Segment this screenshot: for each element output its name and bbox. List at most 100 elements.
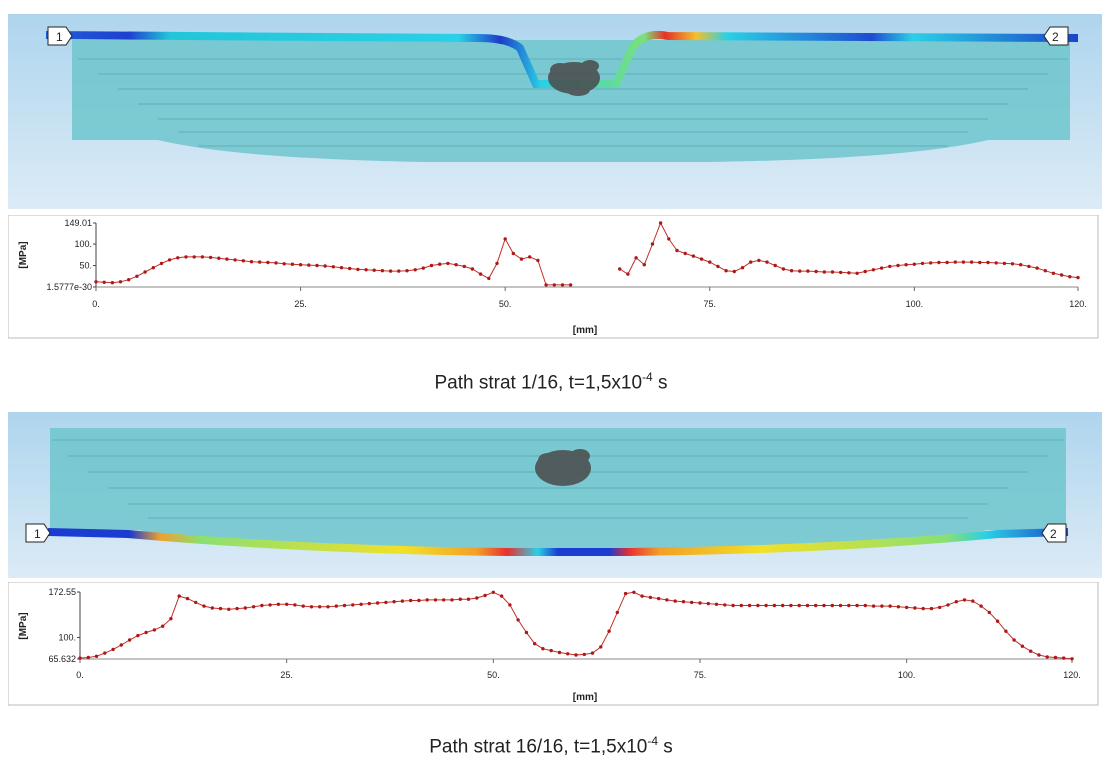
data-point: [466, 597, 471, 601]
data-point: [161, 624, 165, 628]
data-point: [706, 601, 710, 606]
data-point: [405, 269, 409, 273]
data-point: [307, 263, 311, 267]
data-point: [871, 268, 876, 272]
data-point: [511, 251, 515, 256]
data-point: [86, 655, 91, 660]
path-start-marker: 1: [47, 26, 73, 46]
data-point: [634, 256, 638, 260]
data-point: [260, 603, 264, 608]
data-point: [372, 268, 376, 272]
data-point: [491, 590, 495, 594]
data-point: [388, 269, 393, 273]
data-point: [218, 606, 223, 611]
data-point: [648, 595, 653, 600]
data-point: [855, 271, 859, 275]
data-point: [1043, 269, 1048, 273]
data-point: [568, 283, 573, 287]
data-point: [425, 598, 429, 602]
data-point: [323, 264, 327, 268]
data-point: [986, 260, 990, 265]
data-point: [979, 604, 983, 608]
data-point: [757, 258, 761, 263]
data-point: [574, 653, 578, 657]
chart-frame: [8, 582, 1099, 706]
data-point: [880, 604, 884, 608]
data-point: [348, 266, 352, 271]
data-point: [714, 602, 719, 606]
y-tick-label: 172.55: [48, 587, 76, 597]
stress-chart-top: [MPa] [mm] 1.5777e-30 50. 100. 149.01 0. 25. 5…: [8, 215, 1099, 339]
data-point: [667, 237, 671, 241]
data-point: [913, 606, 917, 610]
data-point: [528, 255, 532, 259]
data-point: [309, 605, 314, 609]
data-point: [210, 606, 214, 610]
data-point: [781, 603, 785, 608]
data-point: [208, 255, 213, 260]
data-point: [740, 266, 745, 270]
data-point: [945, 260, 949, 265]
x-tick-label: 50.: [499, 299, 512, 309]
data-point: [749, 260, 753, 264]
plate-body: [50, 428, 1066, 554]
data-point: [969, 260, 974, 264]
data-point: [151, 266, 155, 270]
data-point: [797, 603, 801, 608]
data-point: [235, 606, 239, 611]
data-point: [830, 603, 834, 608]
debris-cluster: [535, 449, 591, 486]
data-point: [397, 269, 401, 273]
data-point: [217, 256, 221, 260]
data-point: [871, 604, 876, 608]
x-tick-label: 120.: [1069, 299, 1087, 309]
data-point: [665, 598, 669, 602]
data-point: [438, 262, 442, 266]
data-point: [258, 260, 262, 264]
data-point: [690, 600, 694, 605]
data-point: [863, 269, 867, 274]
data-point: [375, 601, 380, 605]
data-point: [176, 256, 180, 260]
data-point: [169, 617, 173, 621]
svg-text:1: 1: [56, 30, 63, 44]
data-point: [912, 262, 916, 266]
data-point: [863, 603, 867, 608]
data-point: [995, 619, 1000, 623]
data-point: [896, 605, 901, 609]
data-point: [433, 598, 438, 602]
data-point: [315, 263, 319, 268]
data-point: [442, 598, 446, 602]
data-point: [806, 269, 810, 273]
data-point: [359, 602, 363, 606]
data-point: [838, 603, 843, 608]
y-tick-label: 1.5777e-30: [46, 282, 92, 292]
data-point: [301, 604, 305, 608]
data-point: [285, 602, 289, 606]
data-point: [708, 260, 712, 264]
data-point: [921, 606, 925, 611]
data-point: [640, 594, 644, 598]
data-point: [185, 596, 190, 601]
data-point: [356, 267, 360, 272]
data-point: [152, 628, 157, 632]
x-axis-label: [mm]: [573, 692, 597, 703]
data-point: [978, 260, 982, 265]
data-point: [384, 600, 388, 605]
data-point: [822, 270, 826, 274]
caption-top: Path strat 1/16, t=1,5x10-4 s: [434, 370, 668, 394]
data-point: [905, 605, 909, 610]
data-point: [400, 599, 405, 603]
data-point: [681, 600, 686, 604]
data-point: [946, 603, 950, 607]
data-point: [144, 630, 148, 635]
chart-frame: [8, 215, 1099, 339]
data-point: [590, 651, 595, 655]
data-point: [503, 237, 507, 241]
data-point: [102, 280, 106, 284]
data-point: [855, 603, 859, 608]
data-point: [626, 272, 630, 276]
data-point: [249, 260, 254, 264]
data-point: [1051, 271, 1056, 275]
data-point: [367, 601, 371, 606]
